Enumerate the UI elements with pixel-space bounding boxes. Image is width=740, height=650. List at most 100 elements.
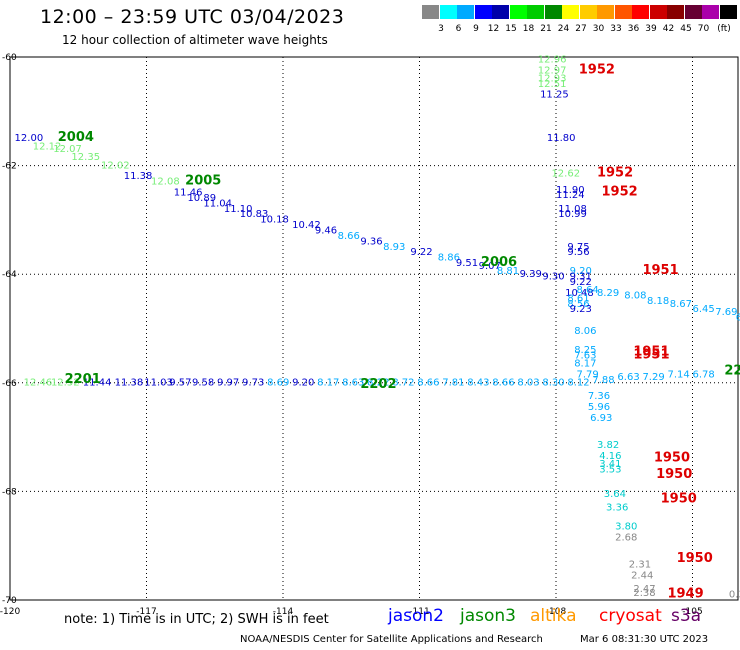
wave-height-label: 0.3 <box>729 589 740 600</box>
wave-height-label: 10.99 <box>558 209 587 220</box>
wave-height-label: 2.44 <box>631 570 653 581</box>
legend-label: 70 <box>697 24 710 34</box>
wave-height-label: 8.17 <box>317 378 339 389</box>
wave-height-label: 9.73 <box>242 378 264 389</box>
wave-height-label: 8.67 <box>670 299 692 310</box>
wave-height-label: 8.06 <box>574 326 596 337</box>
wave-height-label: 11.25 <box>540 90 569 101</box>
legend-unit: (ft) <box>717 24 731 34</box>
legend-label: 6 <box>455 24 462 34</box>
wave-height-label: 9.22 <box>410 247 432 258</box>
wave-height-label: 8.93 <box>383 242 405 253</box>
wave-height-label: 9.23 <box>570 304 592 315</box>
wave-height-label: 12.97 <box>538 65 567 76</box>
wave-height-label: 3.82 <box>597 440 619 451</box>
legend-swatch <box>649 5 667 19</box>
time-label: 1952 <box>597 165 633 180</box>
legend-swatch <box>702 5 719 19</box>
wave-height-label: 11.03 <box>144 378 173 389</box>
wave-height-label: 3.41 <box>599 459 621 470</box>
wave-height-label: 12.08 <box>151 177 180 188</box>
wave-height-label: 11.38 <box>115 378 144 389</box>
wave-height-label: 7.63 <box>574 350 596 361</box>
map-subtitle: 12 hour collection of altimeter wave hei… <box>62 33 328 47</box>
wave-height-label: 9.22 <box>570 277 592 288</box>
time-label: 1951 <box>633 345 669 360</box>
legend-swatch <box>579 5 597 19</box>
wave-height-label: 6.45 <box>693 304 715 315</box>
time-label: 1951 <box>633 347 669 362</box>
wave-height-label: 11.10 <box>224 204 253 215</box>
wave-height-label: 8.63 <box>342 378 364 389</box>
legend-label: 18 <box>522 24 535 34</box>
wave-height-label: 9.31 <box>570 272 592 283</box>
wave-height-label: 3.36 <box>606 502 628 513</box>
lon-tick-label: -105 <box>682 607 702 617</box>
wave-height-label: 11.80 <box>547 133 576 144</box>
time-label: 2006 <box>481 255 517 270</box>
legend-swatch <box>527 5 544 19</box>
wave-height-label: 5.96 <box>588 402 610 413</box>
wave-height-label: 10.83 <box>240 209 269 220</box>
footer-note: note: 1) Time is in UTC; 2) SWH is in fe… <box>64 612 329 627</box>
wave-height-label: 8.25 <box>574 345 596 356</box>
legend-label: 30 <box>592 24 605 34</box>
lat-tick-label: -70 <box>2 596 17 606</box>
lon-tick-label: -114 <box>273 607 294 617</box>
wave-height-label: 7.29 <box>642 372 664 383</box>
wave-height-label: 8.69 <box>267 378 289 389</box>
wave-height-label: 6. <box>736 312 740 323</box>
legend-swatch <box>719 5 737 19</box>
legend-label: 3 <box>438 24 444 34</box>
legend-swatch <box>509 5 527 19</box>
wave-height-label: 6.63 <box>617 372 639 383</box>
wave-height-label: 8.18 <box>647 296 669 307</box>
legend-label: 33 <box>610 24 622 34</box>
legend-swatch <box>684 5 702 19</box>
legend-swatch <box>457 5 474 19</box>
time-label: 2004 <box>58 130 94 145</box>
wave-height-label: 2.31 <box>629 559 651 570</box>
wave-height-label: 9.20 <box>292 378 314 389</box>
time-label: 1951 <box>642 263 678 278</box>
time-label: 1950 <box>654 451 690 466</box>
wave-height-label: 8.03 <box>517 378 539 389</box>
wave-height-label: 11.38 <box>124 171 153 182</box>
wave-height-label: 9.97 <box>217 378 239 389</box>
satellite-name-s3a: s3a <box>671 606 702 626</box>
wave-height-label: 9.39 <box>520 269 542 280</box>
legend-swatch <box>597 5 614 19</box>
wave-height-label: 8.86 <box>438 253 460 264</box>
wave-height-label: 9.20 <box>570 266 592 277</box>
wave-height-label: 8.29 <box>597 288 619 299</box>
wave-height-label: 9.57 <box>169 378 191 389</box>
legend-swatch <box>439 5 457 19</box>
wave-height-label: 8.81 <box>497 266 519 277</box>
legend-swatch <box>422 5 439 19</box>
wave-height-label: 11.04 <box>203 198 232 209</box>
wave-height-label: 12.96 <box>538 54 567 65</box>
wave-height-label: 3.80 <box>615 521 637 532</box>
legend-swatch <box>632 5 649 19</box>
wave-height-label: 12.00 <box>15 133 44 144</box>
generated-timestamp: Mar 6 08:31:30 UTC 2023 <box>580 634 709 645</box>
time-label: 220 <box>724 364 740 379</box>
wave-height-label: 11.90 <box>556 185 585 196</box>
wave-height-label: 6.78 <box>693 369 715 380</box>
wave-height-label: 8.08 <box>624 291 646 302</box>
wave-height-label: 9.36 <box>360 236 382 247</box>
wave-height-label: 11.46 <box>174 187 203 198</box>
wave-height-label: 8.12 <box>567 378 589 389</box>
wave-height-label: 8.66 <box>338 231 360 242</box>
legend-swatch <box>492 5 509 19</box>
wave-height-label: 9.56 <box>567 247 589 258</box>
wave-height-label: 8.56 <box>567 299 589 310</box>
wave-height-label: 8.64 <box>576 285 598 296</box>
legend-swatch <box>562 5 579 19</box>
satellite-name-cryosat: cryosat <box>599 606 662 626</box>
lon-tick-label: -111 <box>409 607 429 617</box>
legend-label: 42 <box>662 24 675 34</box>
wave-height-label: 2.38 <box>633 588 655 599</box>
legend-swatch <box>544 5 562 19</box>
